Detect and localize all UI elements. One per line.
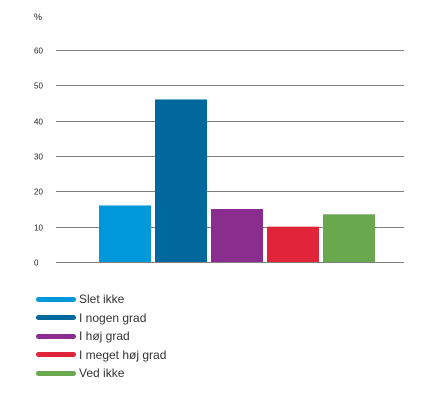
bar-ved-ikke	[323, 214, 375, 262]
legend: Slet ikke I nogen grad I høj grad I mege…	[36, 290, 166, 383]
bar-slet-ikke	[99, 205, 151, 262]
legend-swatch-i-hoej-grad	[36, 333, 76, 339]
legend-swatch-i-nogen-grad	[36, 315, 76, 321]
legend-item-i-hoej-grad: I høj grad	[36, 327, 166, 346]
y-axis-ticks: 0 10 20 30 40 50 60	[34, 47, 43, 268]
legend-label-i-meget-hoej-grad: I meget høj grad	[79, 347, 167, 362]
legend-item-ved-ikke: Ved ikke	[36, 364, 166, 383]
legend-label-slet-ikke: Slet ikke	[79, 292, 125, 307]
y-tick-label-60: 60	[34, 47, 43, 56]
bar-i-h-j-grad	[211, 209, 263, 262]
legend-item-i-nogen-grad: I nogen grad	[36, 309, 166, 328]
legend-item-i-meget-hoej-grad: I meget høj grad	[36, 346, 166, 365]
legend-label-ved-ikke: Ved ikke	[79, 366, 125, 381]
y-tick-label-0: 0	[34, 259, 39, 268]
y-tick-label-10: 10	[34, 224, 43, 233]
y-axis-unit-label: %	[34, 12, 42, 22]
bars	[99, 99, 375, 262]
legend-item-slet-ikke: Slet ikke	[36, 290, 166, 309]
y-tick-label-50: 50	[34, 82, 43, 91]
bar-i-nogen-grad	[155, 99, 207, 262]
y-tick-label-40: 40	[34, 118, 43, 127]
legend-label-i-nogen-grad: I nogen grad	[79, 310, 147, 325]
legend-swatch-slet-ikke	[36, 296, 76, 302]
bar-i-meget-h-j-grad	[267, 226, 319, 262]
legend-swatch-i-meget-hoej-grad	[36, 352, 76, 358]
y-tick-label-30: 30	[34, 153, 43, 162]
legend-swatch-ved-ikke	[36, 370, 76, 376]
y-tick-label-20: 20	[34, 188, 43, 197]
legend-label-i-hoej-grad: I høj grad	[79, 329, 130, 344]
